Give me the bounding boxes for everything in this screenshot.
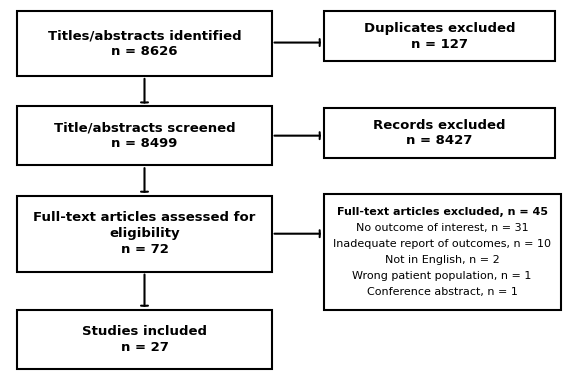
FancyBboxPatch shape — [324, 11, 555, 61]
Text: Conference abstract, n = 1: Conference abstract, n = 1 — [366, 287, 518, 297]
FancyBboxPatch shape — [17, 11, 272, 76]
Text: Studies included: Studies included — [82, 325, 207, 338]
Text: Titles/abstracts identified: Titles/abstracts identified — [48, 29, 241, 42]
Text: n = 8626: n = 8626 — [111, 45, 178, 58]
Text: Records excluded: Records excluded — [373, 119, 506, 131]
Text: n = 72: n = 72 — [121, 243, 168, 256]
Text: n = 127: n = 127 — [411, 38, 468, 51]
Text: Not in English, n = 2: Not in English, n = 2 — [385, 255, 499, 265]
Text: n = 8499: n = 8499 — [112, 137, 177, 150]
Text: Full-text articles excluded, n = 45: Full-text articles excluded, n = 45 — [336, 207, 548, 217]
Text: n = 27: n = 27 — [121, 340, 168, 354]
Text: Wrong patient population, n = 1: Wrong patient population, n = 1 — [353, 271, 532, 281]
Text: Duplicates excluded: Duplicates excluded — [364, 22, 515, 35]
Text: No outcome of interest, n = 31: No outcome of interest, n = 31 — [356, 223, 528, 233]
Text: Inadequate report of outcomes, n = 10: Inadequate report of outcomes, n = 10 — [333, 239, 551, 249]
FancyBboxPatch shape — [324, 108, 555, 158]
FancyBboxPatch shape — [17, 196, 272, 272]
FancyBboxPatch shape — [17, 106, 272, 165]
Text: Full-text articles assessed for: Full-text articles assessed for — [34, 211, 255, 224]
FancyBboxPatch shape — [324, 194, 561, 310]
FancyBboxPatch shape — [17, 310, 272, 369]
Text: Title/abstracts screened: Title/abstracts screened — [54, 121, 235, 135]
Text: eligibility: eligibility — [109, 227, 180, 240]
Text: n = 8427: n = 8427 — [406, 135, 472, 147]
